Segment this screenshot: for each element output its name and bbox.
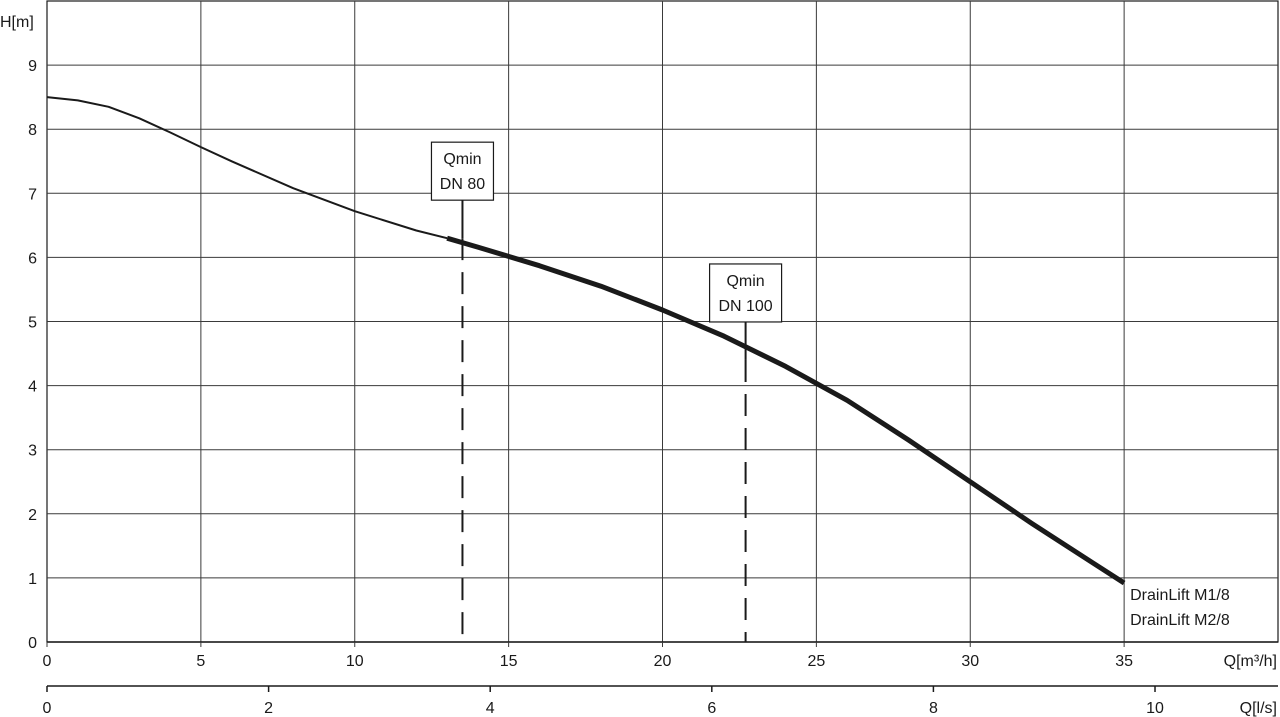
y-tick-label: 7 bbox=[28, 186, 37, 203]
x-tick-label: 10 bbox=[346, 653, 364, 670]
series-label: DrainLift M2/8 bbox=[1130, 612, 1230, 629]
x-tick-label: 15 bbox=[500, 653, 518, 670]
x2-tick-label: 8 bbox=[929, 700, 938, 717]
x-tick-label: 5 bbox=[196, 653, 205, 670]
y-tick-label: 5 bbox=[28, 315, 37, 332]
x-tick-label: 35 bbox=[1115, 653, 1133, 670]
y-tick-label: 4 bbox=[28, 379, 37, 396]
qmin-label-text: DN 100 bbox=[718, 298, 772, 315]
qmin-label-text: DN 80 bbox=[440, 176, 485, 193]
x2-tick-label: 10 bbox=[1146, 700, 1164, 717]
y-tick-label: 2 bbox=[28, 507, 37, 524]
x-tick-label: 30 bbox=[961, 653, 979, 670]
x-tick-label: 25 bbox=[807, 653, 825, 670]
x2-tick-label: 2 bbox=[264, 700, 273, 717]
y-tick-label: 9 bbox=[28, 58, 37, 75]
x-tick-label: 0 bbox=[43, 653, 52, 670]
y-tick-label: 3 bbox=[28, 443, 37, 460]
annotations: Qmin DN 80 Qmin DN 100 bbox=[430, 141, 783, 642]
x2-axis-title: Q[l/s] bbox=[1240, 700, 1277, 717]
qmin-label-text: Qmin bbox=[726, 273, 764, 290]
x2-tick-label: 6 bbox=[707, 700, 716, 717]
x2-tick-label: 0 bbox=[43, 700, 52, 717]
grid bbox=[46, 0, 1279, 643]
qmin-label-box bbox=[430, 141, 495, 201]
y-axis-title: H[m] bbox=[0, 14, 34, 31]
x2-tick-label: 4 bbox=[486, 700, 495, 717]
qmin-label-box bbox=[708, 263, 783, 323]
y-tick-label: 1 bbox=[28, 571, 37, 588]
series-label: DrainLift M1/8 bbox=[1130, 587, 1230, 604]
curve-line-thin bbox=[46, 96, 448, 240]
y-tick-label: 6 bbox=[28, 250, 37, 267]
labels: 0 1 2 3 4 5 6 7 8 9 H[m] 0 5 10 15 20 25 30 35 Q[m³/h] 0 2 4 6 8… bbox=[0, 14, 1277, 717]
y-tick-label: 8 bbox=[28, 122, 37, 139]
x-tick-label: 20 bbox=[654, 653, 672, 670]
x-axis-title: Q[m³/h] bbox=[1224, 653, 1277, 670]
axes bbox=[46, 641, 1278, 692]
curve-line-thick bbox=[446, 235, 1126, 586]
curves bbox=[46, 96, 1126, 586]
qmin-label-text: Qmin bbox=[443, 151, 481, 168]
y-tick-label: 0 bbox=[28, 635, 37, 652]
